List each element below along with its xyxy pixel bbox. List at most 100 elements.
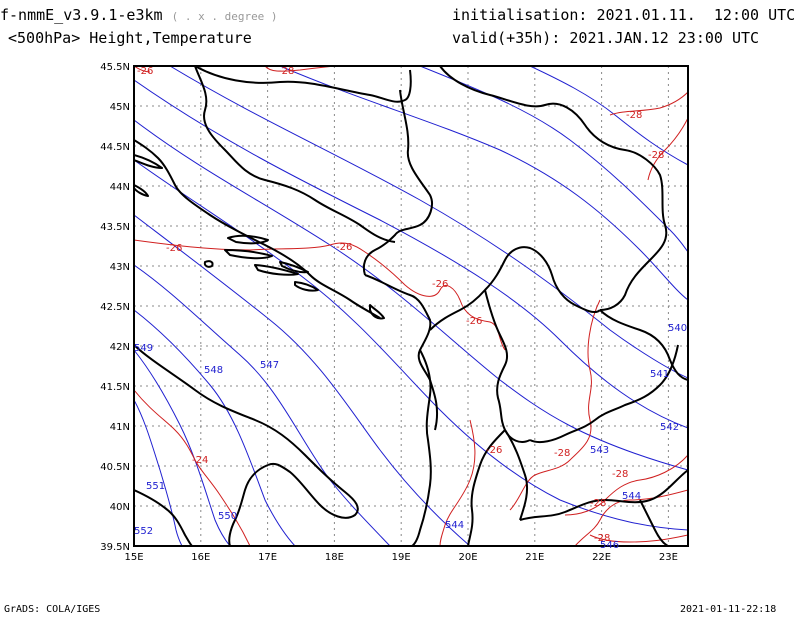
- height-contour: [529, 66, 688, 166]
- latitude-labels: 45.5N 45N 44.5N 44N 43.5N 43N 42.5N 42N 41.5N 41N…: [100, 62, 130, 553]
- longitude-tick-label: 17E: [258, 552, 277, 563]
- field-title: <500hPa> Height,Temperature: [8, 29, 252, 47]
- height-contour-labels: 540 541 542 543 544 546 547 548 549 550 …: [134, 323, 687, 551]
- height-label: 552: [134, 526, 153, 537]
- temperature-label: -28: [612, 469, 628, 480]
- longitude-labels: 15E 16E 17E 18E 19E 20E 21E 22E 23E: [124, 552, 677, 563]
- latitude-tick-label: 42N: [110, 342, 130, 353]
- latitude-tick-label: 45N: [110, 102, 130, 113]
- border-line: [529, 344, 679, 444]
- height-label: 550: [218, 511, 237, 522]
- island: [227, 234, 269, 245]
- latitude-tick-label: 43.5N: [100, 222, 130, 233]
- height-label: 540: [668, 323, 687, 334]
- island: [294, 281, 319, 292]
- temperature-label: -28: [594, 533, 610, 544]
- temperature-label: -28: [648, 150, 664, 161]
- temperature-label: -26: [336, 242, 352, 253]
- temperature-label: -24: [192, 455, 208, 466]
- height-contour: [134, 119, 688, 471]
- height-label: 551: [146, 481, 165, 492]
- height-label: 546: [600, 540, 619, 551]
- temperature-label: -26: [432, 279, 448, 290]
- plot-frame: [133, 65, 689, 547]
- island: [134, 184, 149, 197]
- latitude-tick-label: 44.5N: [100, 142, 130, 153]
- temperature-contour: [647, 117, 688, 181]
- temperature-label: -26: [486, 445, 502, 456]
- latitude-tick-label: 40N: [110, 502, 130, 513]
- border-line: [429, 246, 601, 331]
- border-line: [194, 66, 412, 103]
- temperature-label: -26: [466, 316, 482, 327]
- valid-time: valid(+35h): 2021.JAN.12 23:00 UTC: [452, 29, 760, 47]
- latitude-tick-label: 41.5N: [100, 382, 130, 393]
- temperature-label: -26: [166, 243, 182, 254]
- temperature-contour: [589, 534, 688, 543]
- model-title-text: f-nmmE_v3.9.1-e3km: [0, 6, 163, 24]
- longitude-tick-label: 21E: [525, 552, 544, 563]
- island: [224, 249, 273, 260]
- island: [279, 261, 309, 274]
- height-contour: [134, 159, 688, 531]
- temperature-contour: [439, 419, 476, 546]
- latitude-tick-label: 39.5N: [100, 542, 130, 553]
- island: [254, 264, 299, 276]
- height-contour: [169, 66, 688, 379]
- longitude-tick-label: 18E: [325, 552, 344, 563]
- model-title: f-nmmE_v3.9.1-e3km ( . x . degree ): [0, 6, 278, 26]
- units-hint: ( . x . degree ): [171, 10, 278, 23]
- border-line: [439, 66, 668, 311]
- height-label: 543: [590, 445, 609, 456]
- longitude-tick-label: 16E: [191, 552, 210, 563]
- footer-credit: GrADS: COLA/IGES: [4, 604, 101, 615]
- island: [203, 260, 214, 268]
- temperature-contour-labels: -26 -28 -26 -26 -26 -26 -26 -28 -28 -28 …: [137, 66, 664, 544]
- border-line: [362, 89, 433, 276]
- initialisation-time: initialisation: 2021.01.11. 12:00 UTC: [452, 6, 796, 24]
- height-label: 544: [445, 520, 464, 531]
- island: [134, 154, 163, 169]
- border-line: [484, 289, 531, 443]
- latitude-tick-label: 43N: [110, 262, 130, 273]
- coastline: [228, 464, 269, 546]
- latitude-tick-label: 45.5N: [100, 62, 130, 73]
- temperature-label: -28: [626, 110, 642, 121]
- temperature-contour: [134, 389, 251, 546]
- footer-timestamp: 2021-01-11-22:18: [680, 604, 777, 615]
- border-line: [639, 499, 669, 546]
- lat-lon-grid: [134, 66, 688, 546]
- height-contour: [134, 79, 688, 429]
- temperature-label: -26: [137, 66, 153, 77]
- temperature-contour: [134, 239, 506, 351]
- height-label: 542: [660, 422, 679, 433]
- border-line: [364, 274, 439, 431]
- height-contour: [134, 214, 471, 546]
- border-line: [467, 429, 506, 546]
- border-line: [519, 469, 688, 521]
- border-line: [504, 429, 529, 521]
- border-line: [194, 66, 396, 243]
- longitude-tick-label: 15E: [124, 552, 143, 563]
- temperature-contour: [574, 489, 688, 546]
- border-line: [411, 349, 432, 546]
- height-label: 544: [622, 491, 641, 502]
- latitude-tick-label: 40.5N: [100, 462, 130, 473]
- temperature-label: -28: [554, 448, 570, 459]
- latitude-tick-label: 44N: [110, 182, 130, 193]
- temperature-contour: [609, 91, 688, 116]
- latitude-tick-label: 41N: [110, 422, 130, 433]
- border-line: [599, 309, 688, 381]
- height-contour: [134, 309, 296, 546]
- height-label: 548: [204, 365, 223, 376]
- height-label: 549: [134, 343, 153, 354]
- coastline: [134, 139, 381, 319]
- temperature-contour: [564, 454, 688, 516]
- temperature-label: -28: [590, 498, 606, 509]
- latitude-tick-label: 42.5N: [100, 302, 130, 313]
- height-label: 547: [260, 360, 279, 371]
- height-contour: [134, 264, 391, 546]
- temperature-contours: [134, 66, 688, 546]
- height-contour: [134, 399, 183, 546]
